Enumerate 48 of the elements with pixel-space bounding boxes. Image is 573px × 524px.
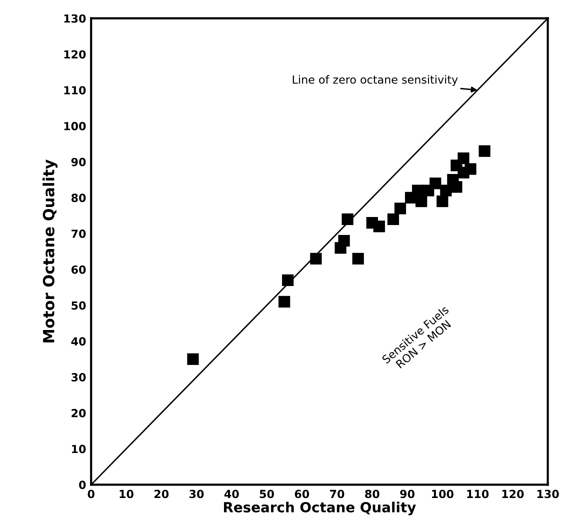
x-tick-label: 90 bbox=[400, 490, 414, 498]
y-tick-label: 70 bbox=[72, 230, 86, 238]
point bbox=[310, 252, 322, 265]
x-tick-label: 80 bbox=[365, 490, 380, 498]
x-tick-label: 20 bbox=[154, 490, 169, 498]
x-tick-label: 130 bbox=[537, 490, 559, 498]
point bbox=[478, 145, 490, 157]
point bbox=[464, 163, 476, 175]
point bbox=[416, 195, 428, 208]
x-axis-title: Research Octane Quality bbox=[224, 502, 416, 516]
x-tick-label: 10 bbox=[120, 490, 134, 498]
y-tick-label: 80 bbox=[71, 194, 86, 202]
point bbox=[458, 152, 470, 164]
x-tick-label: 120 bbox=[502, 490, 524, 498]
point bbox=[450, 181, 462, 193]
x-tick-label: 60 bbox=[294, 490, 310, 498]
point bbox=[352, 252, 364, 265]
point bbox=[387, 213, 400, 226]
y-tick-label: 130 bbox=[64, 14, 86, 23]
annotation: Line of zero octane sensitivity bbox=[292, 75, 458, 86]
x-tick-label: 30 bbox=[190, 490, 204, 498]
x-tick-label: 110 bbox=[467, 490, 489, 498]
y-tick-label: 100 bbox=[64, 122, 86, 130]
y-tick-label: 120 bbox=[64, 50, 86, 59]
y-tick-label: 110 bbox=[64, 86, 86, 94]
y-tick-label: 90 bbox=[71, 158, 86, 166]
y-axis-title: Motor Octane Quality bbox=[42, 160, 58, 342]
x-tick-label: 100 bbox=[432, 490, 454, 498]
x-tick-label: 0 bbox=[88, 490, 94, 498]
x-tick-label: 40 bbox=[224, 490, 239, 498]
y-tick-label: 0 bbox=[79, 480, 86, 490]
y-tick-label: 20 bbox=[72, 408, 86, 418]
y-tick-label: 40 bbox=[71, 337, 86, 346]
point bbox=[373, 220, 385, 232]
y-tick-label: 30 bbox=[72, 373, 86, 382]
point bbox=[436, 195, 448, 208]
x-tick-label: 50 bbox=[260, 490, 274, 498]
point bbox=[338, 234, 350, 247]
y-tick-label: 60 bbox=[71, 265, 86, 274]
y-tick-label: 10 bbox=[72, 444, 86, 454]
point bbox=[430, 178, 442, 190]
point bbox=[278, 296, 290, 308]
point bbox=[282, 274, 294, 286]
point bbox=[187, 353, 199, 365]
y-tick-label: 50 bbox=[72, 301, 86, 310]
point bbox=[394, 202, 406, 214]
point bbox=[342, 213, 354, 226]
x-tick-label: 70 bbox=[330, 490, 344, 498]
